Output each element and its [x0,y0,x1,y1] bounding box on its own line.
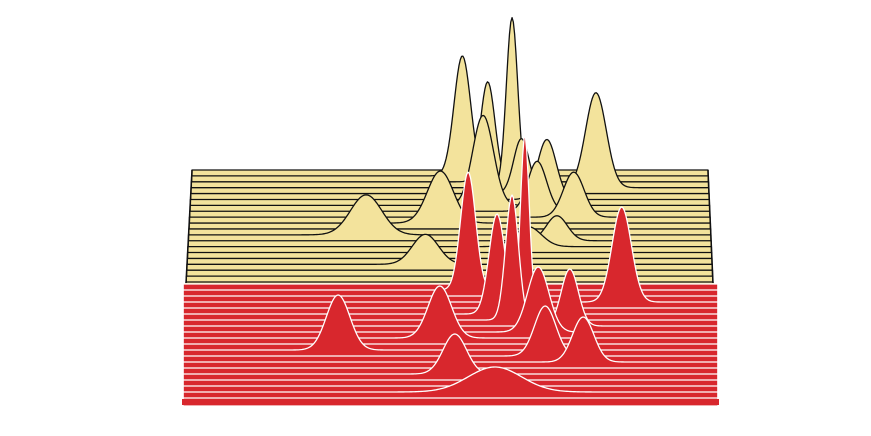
ridge [182,366,719,401]
ridge [191,55,709,185]
group-bottom [182,399,719,405]
ridge [190,81,710,191]
ridge [182,135,719,311]
ridge [182,285,719,347]
group-edge [185,169,193,284]
ridge [182,333,719,383]
group-edge [707,169,714,284]
